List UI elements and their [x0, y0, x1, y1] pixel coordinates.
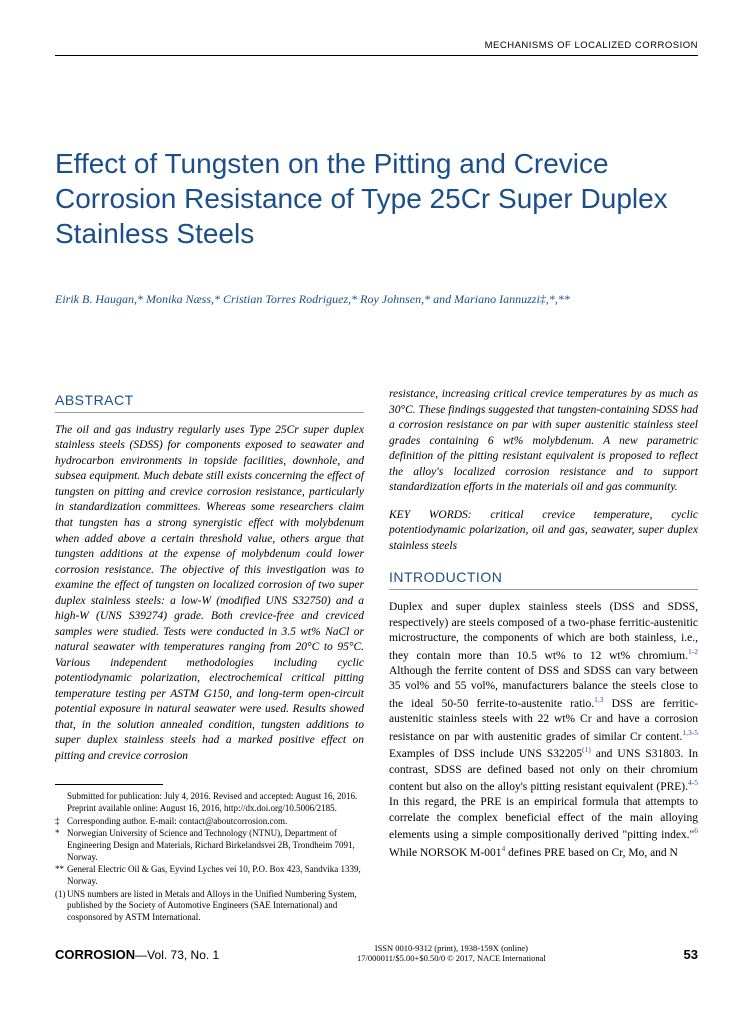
article-title: Effect of Tungsten on the Pitting and Cr…: [55, 146, 698, 251]
footnote-item: **General Electric Oil & Gas, Eyvind Lyc…: [55, 864, 364, 887]
left-column: ABSTRACT The oil and gas industry regula…: [55, 387, 364, 925]
abstract-continuation: resistance, increasing critical crevice …: [389, 387, 698, 496]
page-number: 53: [684, 946, 698, 964]
issn-line2: 17/000011/$5.00+$0.50/0 © 2017, NACE Int…: [357, 953, 546, 963]
footnote-item: ‡Corresponding author. E-mail: contact@a…: [55, 816, 364, 828]
abstract-text: The oil and gas industry regularly uses …: [55, 423, 364, 764]
footnote-mark: *: [55, 828, 67, 863]
issn-line1: ISSN 0010-9312 (print), 1938-159X (onlin…: [357, 943, 546, 953]
introduction-text: Duplex and super duplex stainless steels…: [389, 600, 698, 861]
section-label: MECHANISMS OF LOCALIZED CORROSION: [55, 40, 698, 53]
footnote-item: (1)UNS numbers are listed in Metals and …: [55, 889, 364, 924]
footer-journal: CORROSION—Vol. 73, No. 1: [55, 946, 219, 964]
footnote-text: UNS numbers are listed in Metals and All…: [67, 889, 364, 924]
journal-name: CORROSION: [55, 947, 135, 962]
footnotes-block: Submitted for publication: July 4, 2016.…: [55, 791, 364, 924]
authors-line: Eirik B. Haugan,* Monika Næss,* Cristian…: [55, 291, 698, 307]
page-footer: CORROSION—Vol. 73, No. 1 ISSN 0010-9312 …: [55, 943, 698, 963]
footnote-item: *Norwegian University of Science and Tec…: [55, 828, 364, 863]
introduction-heading: INTRODUCTION: [389, 568, 698, 590]
footnote-mark: ‡: [55, 816, 67, 828]
footnote-item: Submitted for publication: July 4, 2016.…: [55, 791, 364, 814]
right-column: resistance, increasing critical crevice …: [389, 387, 698, 925]
footnote-text: Submitted for publication: July 4, 2016.…: [67, 791, 364, 814]
footnote-text: Norwegian University of Science and Tech…: [67, 828, 364, 863]
journal-issue: —Vol. 73, No. 1: [135, 948, 219, 962]
header-rule: [55, 55, 698, 56]
footnote-text: Corresponding author. E-mail: contact@ab…: [67, 816, 287, 828]
footnotes-rule: [55, 784, 163, 785]
footer-issn: ISSN 0010-9312 (print), 1938-159X (onlin…: [357, 943, 546, 963]
abstract-heading: ABSTRACT: [55, 391, 364, 413]
two-column-body: ABSTRACT The oil and gas industry regula…: [55, 387, 698, 925]
footnote-mark: [55, 791, 67, 814]
keywords: KEY WORDS: critical crevice temperature,…: [389, 508, 698, 555]
footnote-mark: (1): [55, 889, 67, 924]
footnote-mark: **: [55, 864, 67, 887]
footnote-text: General Electric Oil & Gas, Eyvind Lyche…: [67, 864, 364, 887]
